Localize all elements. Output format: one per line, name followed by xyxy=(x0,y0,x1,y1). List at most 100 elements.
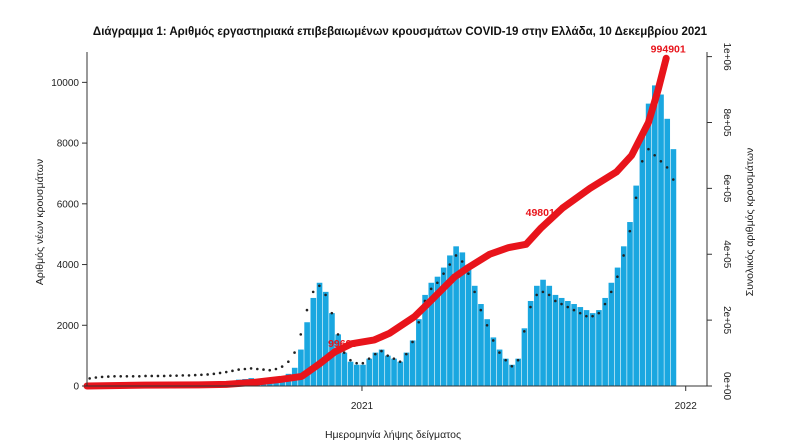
average-point xyxy=(144,374,147,378)
axes xyxy=(86,52,708,387)
y-right-tick-label: 8e+05 xyxy=(721,108,732,137)
bar xyxy=(558,297,565,386)
bar xyxy=(496,349,503,386)
average-point xyxy=(187,374,191,377)
bar xyxy=(465,267,472,386)
average-point xyxy=(628,229,632,233)
average-point xyxy=(535,293,538,297)
bar xyxy=(608,282,615,386)
bar xyxy=(378,349,385,386)
y-left-axis: 0 2000 4000 6000 8000 10000 xyxy=(51,78,87,393)
average-point xyxy=(454,254,458,257)
bar xyxy=(571,304,577,386)
average-point xyxy=(324,293,327,297)
bar xyxy=(347,361,354,386)
average-point xyxy=(671,178,675,181)
bar xyxy=(397,361,404,386)
average-point xyxy=(560,302,563,306)
average-point xyxy=(330,311,334,315)
average-point xyxy=(100,375,104,379)
average-point xyxy=(380,349,383,353)
average-point xyxy=(200,373,203,377)
bar xyxy=(502,358,509,386)
average-point xyxy=(398,360,402,364)
average-point xyxy=(417,320,421,324)
average-point xyxy=(113,374,116,378)
average-point xyxy=(88,377,91,380)
average-point xyxy=(647,147,650,151)
bar xyxy=(341,352,348,386)
average-point xyxy=(162,374,166,378)
average-point xyxy=(547,293,551,297)
bar xyxy=(310,297,317,386)
bar xyxy=(353,364,360,386)
average-point xyxy=(504,358,507,362)
average-point xyxy=(467,272,470,275)
bar xyxy=(509,364,515,386)
average-point xyxy=(169,374,172,377)
bar xyxy=(552,294,559,386)
average-point xyxy=(287,360,290,364)
average-point xyxy=(392,357,396,360)
average-point xyxy=(498,351,501,354)
average-point xyxy=(311,290,315,294)
annotation-label: 994901 xyxy=(651,43,686,55)
bar xyxy=(658,94,664,386)
bar xyxy=(366,358,373,386)
y-left-tick-label: 8000 xyxy=(57,139,80,150)
average-point xyxy=(262,368,265,371)
average-points xyxy=(88,147,675,380)
bar xyxy=(596,310,602,386)
average-point xyxy=(640,160,644,163)
y-left-tick-label: 6000 xyxy=(57,199,80,210)
bar xyxy=(372,352,379,386)
average-point xyxy=(373,352,377,356)
average-point xyxy=(138,374,141,378)
bar xyxy=(440,267,447,386)
bar xyxy=(422,294,428,386)
bar xyxy=(459,252,466,386)
average-point xyxy=(659,160,663,163)
bar xyxy=(627,222,633,386)
average-point xyxy=(181,374,185,377)
y-right-tick-label: 6e+05 xyxy=(721,174,732,203)
bar xyxy=(403,352,410,386)
average-point xyxy=(255,367,259,371)
bar xyxy=(670,149,677,386)
bar xyxy=(534,285,540,386)
average-point xyxy=(249,367,253,370)
average-point xyxy=(622,254,625,257)
average-point xyxy=(175,374,178,377)
average-point xyxy=(94,376,98,379)
bar xyxy=(645,103,652,387)
average-point xyxy=(349,358,352,362)
average-point xyxy=(355,361,358,365)
average-point xyxy=(436,281,439,285)
average-point xyxy=(516,358,520,362)
cumulative-series-line xyxy=(83,54,670,390)
average-point xyxy=(578,311,582,315)
average-point xyxy=(193,373,197,377)
average-point xyxy=(280,365,284,368)
y-right-axis: 0e+00 2e+05 4e+05 6e+05 8e+05 1e+06 xyxy=(707,43,732,401)
bar xyxy=(416,319,422,386)
average-point xyxy=(218,371,222,375)
average-point xyxy=(361,361,365,365)
bar xyxy=(447,255,453,386)
average-point xyxy=(522,330,526,333)
bar xyxy=(409,340,416,386)
y-right-tick-label: 0e+00 xyxy=(721,372,732,401)
bar xyxy=(546,285,553,386)
average-point xyxy=(616,275,619,278)
average-point xyxy=(479,308,483,312)
average-point xyxy=(585,314,588,318)
y-right-axis-label: Συνολικός αριθμός κρουσμάτων xyxy=(744,148,756,297)
bar xyxy=(335,334,341,386)
average-point xyxy=(429,287,433,291)
average-point xyxy=(224,370,228,374)
average-point xyxy=(150,374,154,378)
average-point xyxy=(305,308,309,312)
average-point xyxy=(206,373,209,376)
bar xyxy=(521,328,528,386)
